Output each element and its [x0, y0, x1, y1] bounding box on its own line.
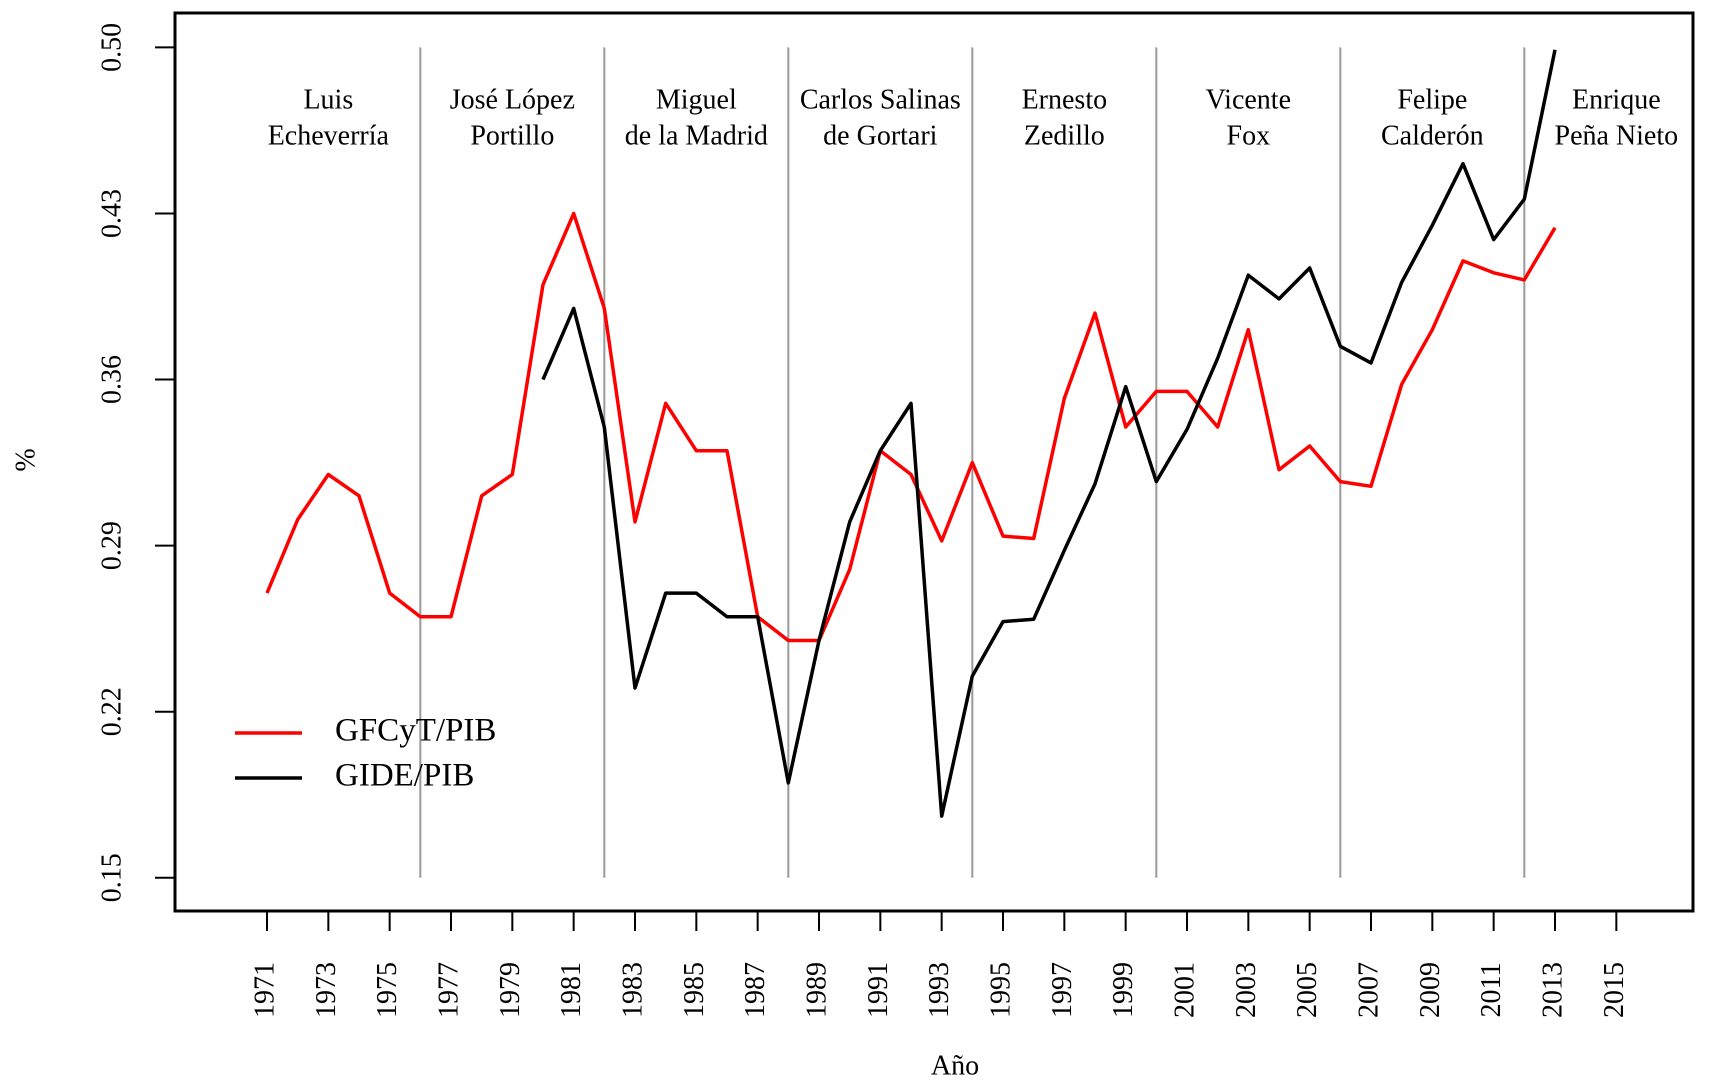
x-tick-label: 2011: [1476, 963, 1507, 1018]
x-tick-label: 1977: [433, 962, 464, 1018]
period-label: Carlos Salinas: [800, 84, 961, 115]
x-tick-label: 2007: [1353, 962, 1384, 1018]
legend-label: GIDE/PIB: [335, 758, 474, 794]
x-tick-label: 1993: [924, 962, 955, 1018]
x-tick-label: 1973: [311, 962, 342, 1018]
period-label: Zedillo: [1024, 120, 1105, 151]
x-tick-label: 1985: [679, 962, 710, 1018]
period-label: Enrique: [1572, 84, 1661, 115]
x-tick-label: 1989: [801, 962, 832, 1018]
x-tick-label: 2009: [1415, 962, 1446, 1018]
period-label: Peña Nieto: [1555, 120, 1679, 151]
period-label: Vicente: [1206, 84, 1291, 115]
x-tick-label: 2005: [1292, 962, 1323, 1018]
x-tick-label: 1991: [863, 962, 894, 1018]
period-label: Ernesto: [1022, 84, 1108, 115]
series-line: [543, 50, 1555, 816]
y-tick-label: 0.15: [96, 853, 127, 902]
chart: Año % 0.15 0.22 0.29 0.36 0.43 0.50 1971 1973 19…: [0, 0, 1735, 1087]
y-tick-label: 0.43: [96, 189, 127, 238]
period-label: de la Madrid: [625, 120, 768, 151]
period-label: Miguel: [656, 84, 737, 115]
y-tick-label: 0.36: [96, 355, 127, 404]
x-tick-label: 1987: [740, 962, 771, 1018]
period-label: José López: [450, 84, 575, 115]
x-tick-label: 2001: [1169, 962, 1200, 1018]
x-tick-label: 1971: [249, 962, 280, 1018]
period-label: Luis: [303, 84, 353, 115]
x-tick-label: 1997: [1047, 962, 1078, 1018]
x-tick-label: 1999: [1108, 962, 1139, 1018]
series-line: [267, 214, 1555, 641]
period-label: de Gortari: [823, 120, 938, 151]
period-label: Echeverría: [268, 120, 390, 151]
period-label: Portillo: [470, 120, 554, 151]
x-tick-label: 1981: [556, 962, 587, 1018]
x-tick-label: 1995: [985, 962, 1016, 1018]
period-label: Felipe: [1397, 84, 1467, 115]
x-tick-label: 2013: [1537, 962, 1568, 1018]
x-tick-label: 2003: [1231, 962, 1262, 1018]
y-axis-label: %: [10, 448, 41, 471]
y-tick-label: 0.50: [96, 23, 127, 72]
x-tick-label: 1975: [372, 962, 403, 1018]
y-tick-label: 0.22: [96, 687, 127, 736]
x-tick-label: 1979: [495, 962, 526, 1018]
y-tick-label: 0.29: [96, 521, 127, 570]
period-label: Calderón: [1381, 120, 1484, 151]
x-tick-label: 2015: [1599, 962, 1630, 1018]
period-label: Fox: [1227, 120, 1271, 151]
x-tick-label: 1983: [617, 962, 648, 1018]
x-axis-label: Año: [931, 1050, 979, 1081]
legend-label: GFCyT/PIB: [335, 713, 496, 749]
